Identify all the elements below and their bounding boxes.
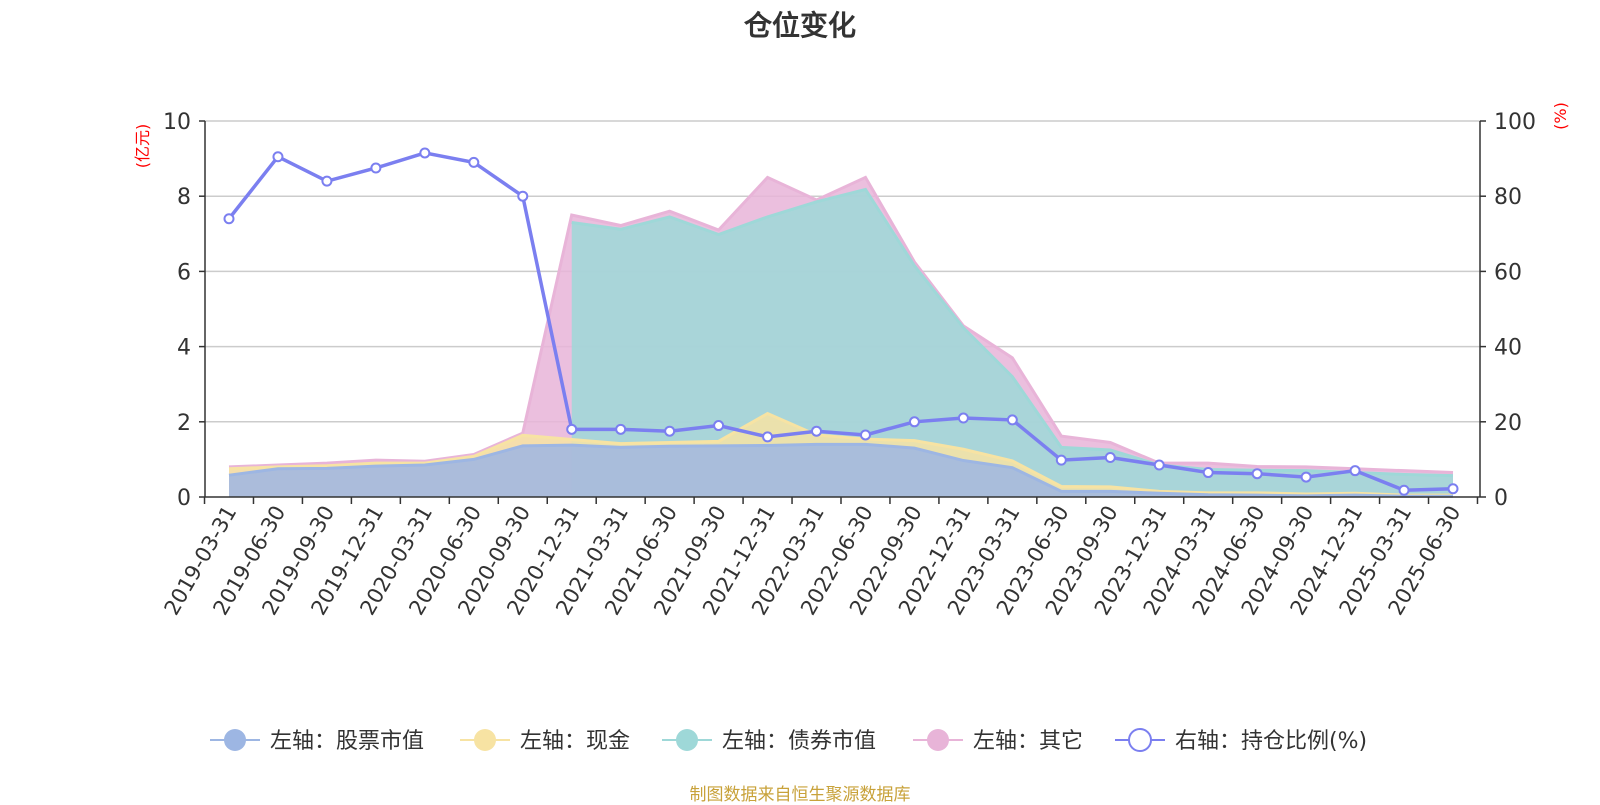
right-tick-label: 80 [1494,185,1522,210]
legend-marker [1128,728,1152,752]
ratio-point [1153,459,1165,471]
ratio-point [1251,468,1263,480]
ratio-point [713,420,725,432]
ratio-point [762,431,774,443]
legend-marker [676,729,698,751]
ratio-line [227,151,1454,492]
legend-item[interactable]: 右轴：持仓比例(%) [1115,728,1367,754]
left-tick-label: 8 [177,185,191,210]
area-edge-2 [571,187,1454,478]
left-tick-label: 2 [177,411,191,436]
right-tick-label: 100 [1494,110,1536,135]
ratio-point [1349,465,1361,477]
legend-label: 右轴：持仓比例(%) [1175,729,1367,754]
ratio-point [1447,483,1459,495]
left-axis-label: (亿元) [133,124,152,169]
stacked-areas [228,175,1454,498]
legend-item[interactable]: 左轴：债券市值 [662,729,876,754]
ratio-point [615,423,627,435]
ratio-point [370,162,382,174]
ratio-point [321,175,333,187]
right-tick-label: 40 [1494,336,1522,361]
ratio-point [664,425,676,437]
legend-label: 左轴：债券市值 [722,729,876,754]
legend[interactable]: 左轴：股票市值 左轴：现金 左轴：债券市值 左轴：其它 右轴：持仓比例(%) [210,728,1367,754]
left-tick-label: 10 [163,110,191,135]
left-tick-label: 6 [177,260,191,285]
legend-item[interactable]: 左轴：其它 [913,729,1083,754]
ratio-point [272,151,284,163]
ratio-point [517,190,529,202]
ratio-point [811,425,823,437]
ratio-point [1055,454,1067,466]
left-tick-label: 0 [177,486,191,511]
right-axis-label: (%) [1551,102,1570,130]
ratio-point [1398,484,1410,496]
legend-label: 左轴：其它 [973,729,1083,754]
ratio-point [566,423,578,435]
area-2 [571,189,1453,497]
ratio-point [419,147,431,159]
position-ratio-line [223,147,1459,496]
legend-item[interactable]: 左轴：股票市值 [210,729,424,754]
ratio-point [1104,452,1116,464]
legend-label: 左轴：现金 [520,729,630,754]
chart-title: 仓位变化 [743,9,856,42]
ratio-point [1202,467,1214,479]
left-tick-label: 4 [177,336,191,361]
legend-marker [474,729,496,751]
ratio-point [908,416,920,428]
legend-label: 左轴：股票市值 [270,729,424,754]
ratio-point [1006,414,1018,426]
legend-marker [224,729,246,751]
right-tick-label: 0 [1494,486,1508,511]
source-note: 制图数据来自恒生聚源数据库 [689,785,911,805]
ratio-point [223,213,235,225]
ratio-point [859,429,871,441]
area-edge-1 [228,411,1453,497]
ratio-point [468,156,480,168]
legend-marker [927,729,949,751]
right-tick-label: 60 [1494,260,1522,285]
right-tick-label: 20 [1494,411,1522,436]
area-edge-0 [228,442,1453,498]
ratio-point [957,412,969,424]
area-edge-3 [228,175,1454,475]
ratio-point [1300,471,1312,483]
area-0 [229,444,1453,497]
legend-item[interactable]: 左轴：现金 [460,729,630,754]
